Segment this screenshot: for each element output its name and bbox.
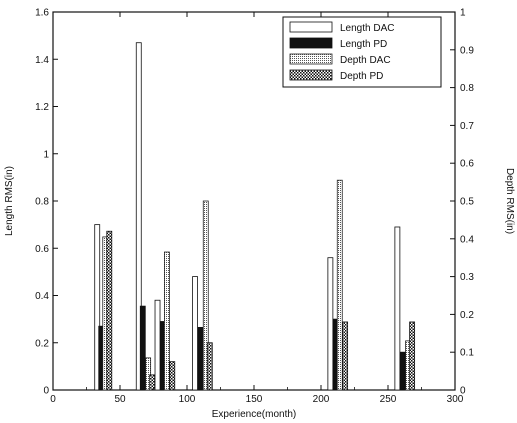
y-tick-label: 1.4 (35, 55, 49, 66)
bar-length-dac-0 (94, 224, 101, 391)
bar-depth-dac-4 (336, 179, 343, 391)
bar-length-pd-1 (139, 305, 146, 391)
y-tick-label: 0 (43, 386, 49, 397)
y-tick-label: 0.8 (35, 197, 49, 208)
bar-depth-dac-2 (163, 251, 170, 391)
y2-tick-label: 0.3 (460, 272, 474, 283)
y2-tick-label: 0.6 (460, 159, 474, 170)
y-tick-label: 1.2 (35, 102, 49, 113)
bar-depth-pd-1 (149, 374, 156, 391)
y2-tick-label: 0.9 (460, 45, 474, 56)
y2-tick-label: 0.5 (460, 197, 474, 208)
bar-depth-dac-3 (202, 200, 209, 391)
bar-length-dac-5 (394, 226, 401, 391)
legend-swatch-length-dac (289, 21, 333, 33)
legend: Length DAC Length PD Depth DAC Depth PD (282, 16, 442, 88)
legend-items: Length DAC Length PD Depth DAC Depth PD (289, 21, 394, 82)
y2-tick-label: 0 (460, 386, 466, 397)
y2-tick-label: 0.2 (460, 310, 474, 321)
x-tick-label: 300 (447, 394, 464, 405)
bars-layer (94, 42, 416, 391)
bar-depth-pd-5 (409, 321, 416, 391)
axes-layer: 0 50 100 150 200 250 30000.20.40.60.811.21.41.… (35, 8, 474, 406)
y-tick-label: 0.2 (35, 338, 49, 349)
y-tick-label: 0.6 (35, 244, 49, 255)
x-axis-title: Experience(month) (212, 409, 296, 420)
x-tick-label: 50 (114, 394, 126, 405)
legend-label-depth-pd: Depth PD (340, 71, 383, 82)
bar-depth-pd-0 (106, 230, 113, 391)
legend-label-depth-dac: Depth DAC (340, 55, 391, 66)
bar-length-pd-3 (197, 326, 204, 391)
bar-depth-pd-3 (206, 342, 213, 391)
x-tick-label: 250 (380, 394, 397, 405)
y2-tick-label: 0.8 (460, 83, 474, 94)
bar-length-dac-2 (154, 299, 161, 391)
y2-axis-title: Depth RMS(in) (504, 168, 515, 234)
y2-tick-label: 0.7 (460, 121, 474, 132)
bar-length-dac-4 (327, 257, 334, 391)
x-tick-label: 150 (246, 394, 263, 405)
legend-swatch-depth-pd (289, 69, 333, 81)
y2-tick-label: 0.4 (460, 234, 474, 245)
bar-length-pd-5 (399, 351, 406, 391)
legend-label-length-dac: Length DAC (340, 23, 394, 34)
bar-depth-dac-1 (145, 357, 152, 391)
legend-label-length-pd: Length PD (340, 39, 387, 50)
x-tick-label: 100 (179, 394, 196, 405)
bar-depth-pd-4 (342, 321, 349, 391)
y-tick-label: 1 (43, 149, 49, 160)
x-tick-label: 200 (313, 394, 330, 405)
y-tick-label: 0.4 (35, 291, 49, 302)
bar-depth-pd-2 (169, 361, 176, 391)
bar-length-dac-3 (192, 276, 198, 391)
legend-swatch-length-pd (289, 37, 333, 49)
legend-swatch-depth-dac (289, 53, 333, 65)
x-tick-label: 0 (50, 394, 56, 405)
y2-tick-label: 1 (460, 8, 466, 19)
y-axis-title: Length RMS(in) (4, 166, 15, 236)
bar-length-dac-1 (135, 42, 142, 391)
y2-tick-label: 0.1 (460, 348, 474, 359)
y-tick-label: 1.6 (35, 8, 49, 19)
